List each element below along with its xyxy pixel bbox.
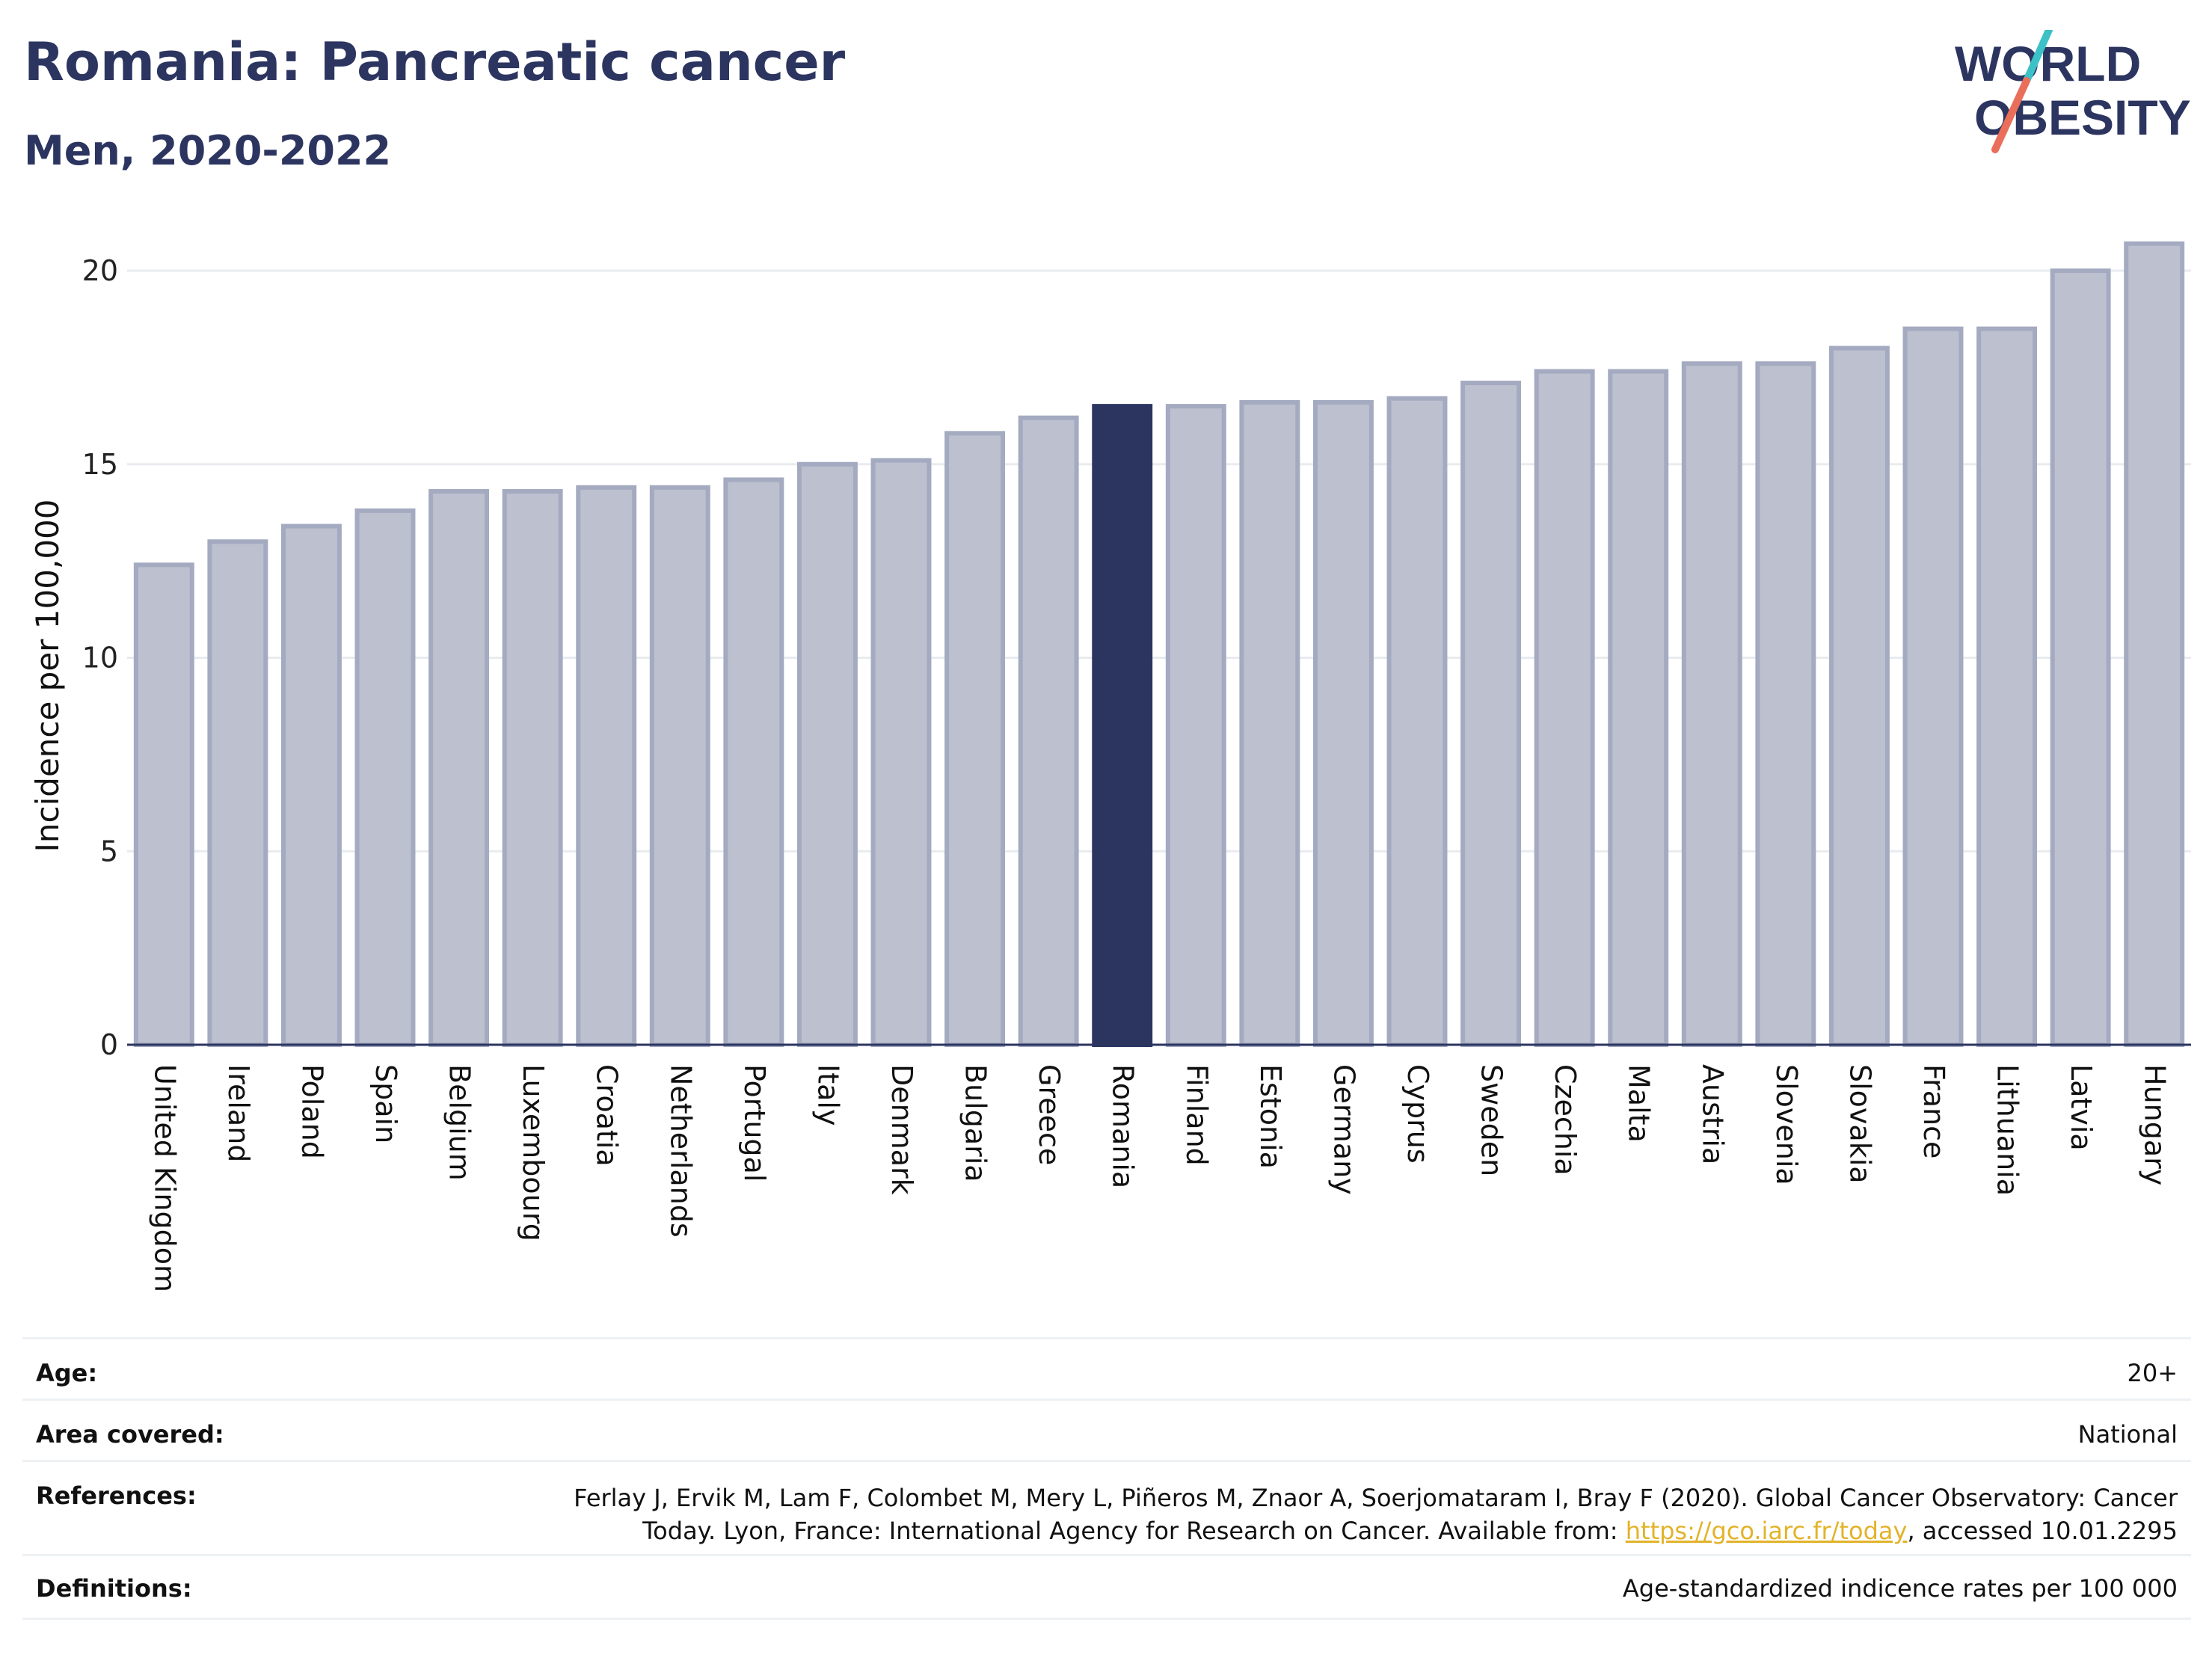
bar-poland [280, 523, 342, 1047]
x-tick-label: Portugal [738, 1064, 771, 1182]
x-tick-label: Malta [1623, 1064, 1656, 1143]
references-line1: Ferlay J, Ervik M, Lam F, Colombet M, Me… [574, 1484, 2178, 1512]
bar-slovakia [1828, 346, 1890, 1047]
bar-bulgaria [944, 431, 1006, 1047]
meta-row-age: Age: 20+ [22, 1337, 2191, 1401]
x-tick-label: United Kingdom [148, 1064, 181, 1292]
bar-luxembourg [502, 488, 563, 1047]
x-tick-label: Luxembourg [517, 1064, 550, 1241]
y-tick-label: 15 [82, 448, 118, 481]
logo-line1: WORLD [1955, 36, 2141, 91]
meta-row-area: Area covered: National [22, 1398, 2191, 1462]
bar-finland [1165, 404, 1226, 1047]
x-tick-label: Croatia [591, 1064, 624, 1167]
x-tick-label: Hungary [2139, 1064, 2172, 1185]
references-line2-prefix: Today. Lyon, France: International Agenc… [642, 1517, 1626, 1545]
bar-cyprus [1386, 396, 1448, 1047]
x-tick-label: Estonia [1254, 1064, 1287, 1169]
bar-croatia [576, 485, 637, 1047]
bar-austria [1681, 361, 1742, 1047]
y-tick-label: 10 [82, 642, 118, 675]
bar-czechia [1534, 369, 1595, 1047]
y-tick-label: 5 [100, 835, 118, 868]
bar-germany [1312, 399, 1374, 1047]
x-tick-label: Ireland [222, 1064, 255, 1162]
x-tick-label: Greece [1033, 1064, 1066, 1165]
logo-slash-top [2023, 30, 2053, 85]
references-link[interactable]: https://gco.iarc.fr/today [1625, 1517, 1908, 1545]
chart-subtitle: Men, 2020-2022 [24, 127, 392, 174]
x-tick-label: Romania [1107, 1064, 1140, 1188]
x-tick-label: Poland [295, 1064, 328, 1159]
bar-latvia [2050, 268, 2111, 1047]
bar-ireland [207, 539, 268, 1047]
bar-france [1902, 326, 1964, 1047]
bar-greece [1018, 415, 1079, 1047]
meta-references-label: References: [36, 1481, 197, 1510]
bar-belgium [428, 488, 490, 1047]
meta-definitions-label: Definitions: [36, 1574, 192, 1603]
meta-area-label: Area covered: [36, 1420, 224, 1449]
x-tick-label: Spain [369, 1064, 402, 1143]
bar-slovenia [1755, 361, 1816, 1047]
bar-estonia [1239, 399, 1300, 1047]
x-tick-label: Slovenia [1770, 1064, 1803, 1185]
world-obesity-logo: WORLD OBESITY [1955, 30, 2191, 153]
bar-hungary [2124, 241, 2185, 1047]
x-tick-label: Finland [1180, 1064, 1213, 1166]
x-tick-label: Belgium [443, 1064, 476, 1181]
x-tick-label: Slovakia [1843, 1064, 1876, 1184]
bar-italy [796, 461, 858, 1047]
bar-lithuania [1976, 326, 2038, 1047]
bar-romania [1092, 404, 1153, 1047]
x-tick-label: Denmark [885, 1064, 918, 1195]
meta-age-value: 20+ [2127, 1359, 2178, 1387]
x-tick-label: Sweden [1475, 1064, 1508, 1176]
bar-sweden [1460, 381, 1522, 1047]
bar-portugal [723, 477, 784, 1047]
y-tick-label: 0 [100, 1028, 118, 1061]
meta-row-references: References: Ferlay J, Ervik M, Lam F, Co… [22, 1460, 2191, 1556]
x-tick-label: Germany [1327, 1064, 1360, 1195]
meta-references-value: Ferlay J, Ervik M, Lam F, Colombet M, Me… [574, 1481, 2178, 1547]
meta-definitions-value: Age-standardized indicence rates per 100… [1622, 1574, 2178, 1603]
x-tick-label: Bulgaria [959, 1064, 992, 1182]
meta-area-value: National [2077, 1420, 2178, 1449]
bar-netherlands [649, 485, 710, 1047]
x-tick-label: Lithuania [1991, 1064, 2024, 1196]
x-tick-label: Latvia [2065, 1064, 2098, 1151]
bar-malta [1608, 369, 1669, 1047]
x-tick-label: France [1917, 1064, 1950, 1158]
chart-title: Romania: Pancreatic cancer [24, 31, 846, 93]
logo-slash-bottom [1991, 77, 2030, 153]
meta-row-definitions: Definitions: Age-standardized indicence … [22, 1554, 2191, 1620]
x-tick-label: Austria [1696, 1064, 1729, 1164]
x-tick-label: Italy [811, 1064, 844, 1126]
bar-chart: 0 5 10 15 20 Incidence per 100,000 United King… [29, 241, 2191, 1292]
bar-spain [354, 508, 416, 1047]
x-tick-label: Cyprus [1401, 1064, 1434, 1164]
x-tick-label: Netherlands [664, 1064, 697, 1238]
x-tick-label: Czechia [1549, 1064, 1582, 1176]
y-axis-label: Incidence per 100,000 [29, 500, 66, 853]
bar-denmark [870, 458, 932, 1047]
meta-age-label: Age: [36, 1359, 98, 1387]
y-tick-label: 20 [82, 254, 118, 287]
references-line2-suffix: , accessed 10.01.2295 [1907, 1517, 2178, 1545]
bar-united-kingdom [133, 562, 194, 1047]
